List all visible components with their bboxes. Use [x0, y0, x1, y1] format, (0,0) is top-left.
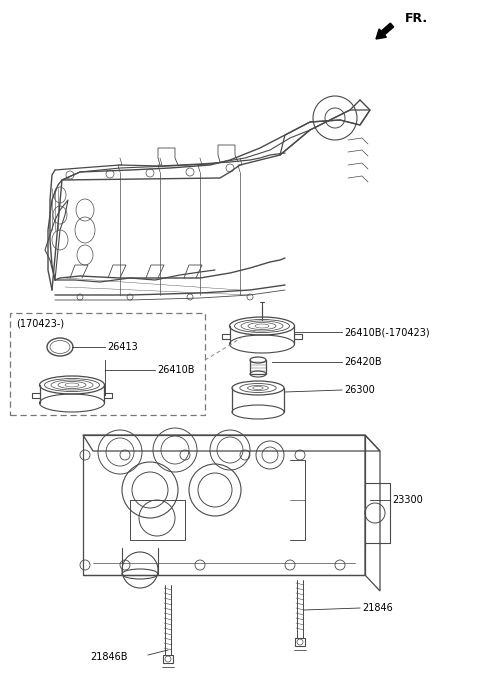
Text: 26413: 26413 [107, 342, 138, 352]
Text: FR.: FR. [405, 12, 428, 24]
Text: 26420B: 26420B [344, 357, 382, 367]
Text: (170423-): (170423-) [16, 318, 64, 328]
Text: 26300: 26300 [344, 385, 375, 395]
Bar [295, 638, 305, 646]
Text: 21846: 21846 [362, 603, 393, 613]
Text: 26410B(-170423): 26410B(-170423) [344, 327, 430, 337]
Text: 21846B: 21846B [90, 652, 128, 662]
Text: 23300: 23300 [392, 495, 423, 505]
FancyArrow shape [376, 23, 394, 39]
Bar [163, 655, 173, 663]
Text: 26410B: 26410B [157, 365, 194, 375]
